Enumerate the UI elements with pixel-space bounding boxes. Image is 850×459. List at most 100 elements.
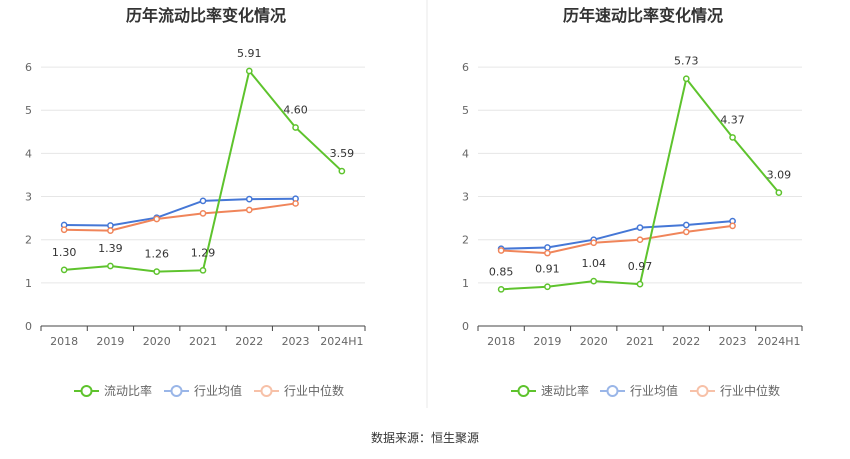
y-tick-label: 6	[25, 61, 32, 74]
legend-item-3[interactable]: 行业中位数	[254, 383, 344, 398]
chart-title: 历年速动比率变化情况	[563, 6, 723, 25]
data-point	[153, 215, 161, 223]
legend-label: 行业中位数	[720, 383, 780, 398]
legend-label: 速动比率	[541, 383, 589, 398]
legend-marker	[80, 385, 93, 397]
data-label: 5.73	[674, 55, 699, 68]
data-point	[245, 67, 253, 75]
data-label: 5.91	[237, 47, 262, 60]
y-tick-label: 0	[25, 320, 32, 333]
x-tick-label: 2023	[282, 335, 310, 348]
data-point	[338, 167, 346, 175]
legend-marker	[696, 385, 709, 397]
data-point	[245, 195, 253, 203]
y-tick-label: 4	[462, 147, 469, 160]
legend-marker	[517, 385, 530, 397]
y-tick-label: 5	[462, 104, 469, 117]
data-label: 1.39	[98, 242, 123, 255]
data-label: 1.26	[144, 248, 169, 261]
data-point	[245, 206, 253, 214]
x-tick-label: 2024H1	[757, 335, 800, 348]
y-tick-label: 2	[462, 234, 469, 247]
data-point	[60, 226, 68, 234]
y-tick-label: 3	[25, 191, 32, 204]
data-point	[544, 244, 551, 251]
data-point	[107, 227, 114, 234]
data-point	[729, 134, 736, 141]
data-label: 1.29	[191, 246, 216, 259]
x-tick-label: 2023	[719, 335, 747, 348]
data-point	[775, 189, 783, 197]
x-tick-label: 2021	[189, 335, 217, 348]
data-point	[729, 222, 736, 230]
chart-panel-2: 历年速动比率变化情况 0 1 2 3 4 5 6 2018 2019 2020 2021 2022 202…	[462, 6, 803, 398]
x-tick-label: 2018	[50, 335, 78, 348]
chart-title: 历年流动比率变化情况	[126, 6, 286, 25]
legend-item-2[interactable]: 行业均值	[600, 383, 678, 398]
y-tick-label: 4	[25, 147, 32, 160]
data-point	[544, 249, 551, 257]
data-point	[60, 266, 68, 274]
data-point	[636, 236, 644, 244]
data-point	[682, 228, 690, 236]
data-point	[199, 197, 207, 205]
data-point	[497, 285, 505, 293]
x-tick-label: 2022	[672, 335, 700, 348]
data-label: 3.09	[767, 169, 792, 182]
data-point	[682, 75, 690, 83]
y-tick-label: 5	[25, 104, 32, 117]
source-note: 数据来源：恒生聚源	[370, 431, 479, 445]
data-point	[153, 268, 161, 275]
data-point	[292, 200, 299, 207]
data-label: 1.30	[52, 246, 77, 259]
y-tick-label: 0	[462, 320, 469, 333]
data-point	[199, 210, 207, 217]
x-tick-label: 2022	[235, 335, 263, 348]
y-tick-label: 3	[462, 191, 469, 204]
legend-item-3[interactable]: 行业中位数	[690, 383, 780, 398]
series-line-avg	[64, 197, 296, 227]
data-point	[107, 262, 114, 270]
data-point	[590, 239, 598, 247]
data-label: 0.97	[628, 260, 653, 273]
legend-item-1[interactable]: 速动比率	[511, 383, 589, 398]
data-point	[636, 280, 644, 288]
x-tick-label: 2018	[487, 335, 515, 348]
data-label: 3.59	[330, 147, 355, 160]
data-label: 0.91	[535, 263, 560, 276]
legend-marker	[260, 385, 273, 397]
legend-label: 流动比率	[104, 383, 152, 398]
data-label: 4.60	[283, 103, 308, 116]
data-point	[636, 224, 644, 231]
series-line-avg	[501, 220, 733, 250]
y-tick-label: 1	[25, 277, 32, 290]
data-point	[107, 222, 114, 229]
x-tick-label: 2021	[626, 335, 654, 348]
series-line-median	[64, 202, 296, 232]
x-tick-label: 2024H1	[320, 335, 363, 348]
data-point	[544, 283, 551, 291]
y-tick-label: 2	[25, 234, 32, 247]
data-label: 0.85	[489, 265, 514, 278]
chart-panel-1: 历年流动比率变化情况 0 1 2 3 4 5 6 2018 2019 2020 2021 2022 202…	[25, 6, 366, 398]
series-line-median	[501, 224, 733, 255]
legend-marker	[170, 385, 183, 397]
y-tick-label: 1	[462, 277, 469, 290]
x-tick-label: 2020	[580, 335, 608, 348]
data-point	[682, 221, 690, 229]
data-label: 4.37	[720, 113, 745, 126]
data-point	[199, 266, 207, 274]
legend-item-2[interactable]: 行业均值	[164, 383, 242, 398]
legend-label: 行业均值	[630, 383, 678, 398]
data-label: 1.04	[581, 257, 606, 270]
y-tick-label: 6	[462, 61, 469, 74]
data-point	[497, 247, 505, 254]
x-tick-label: 2020	[143, 335, 171, 348]
legend-item-1[interactable]: 流动比率	[74, 383, 152, 398]
legend-label: 行业中位数	[284, 383, 344, 398]
x-tick-label: 2019	[96, 335, 124, 348]
data-point	[590, 277, 598, 285]
x-tick-label: 2019	[533, 335, 561, 348]
legend-label: 行业均值	[194, 383, 242, 398]
